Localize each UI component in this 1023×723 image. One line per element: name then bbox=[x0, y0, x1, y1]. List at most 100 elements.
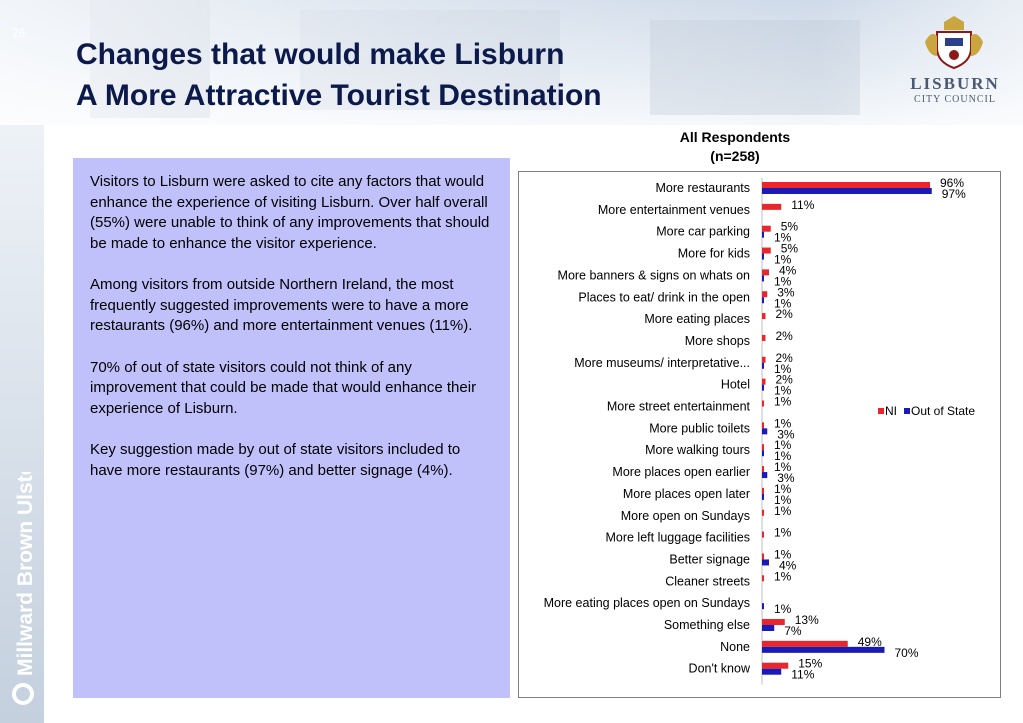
bar-out-of-state bbox=[762, 603, 764, 610]
bar-out-of-state bbox=[762, 472, 768, 479]
data-label-ni: 1% bbox=[774, 395, 792, 409]
data-label-out-of-state: 1% bbox=[774, 362, 792, 376]
chart-legend: NI Out of State bbox=[878, 404, 975, 418]
bar-ni bbox=[762, 444, 764, 451]
legend-swatch-ni bbox=[878, 408, 884, 414]
data-label-ni: 49% bbox=[858, 635, 882, 649]
bar-ni bbox=[762, 531, 764, 538]
bar-out-of-state bbox=[762, 275, 764, 282]
category-label: More places open earlier bbox=[612, 465, 750, 479]
slide-title-line-1: Changes that would make Lisburn bbox=[76, 38, 565, 71]
bar-out-of-state bbox=[762, 493, 764, 500]
brand-mark-icon bbox=[12, 683, 34, 705]
bar-ni bbox=[762, 487, 764, 494]
bar-out-of-state bbox=[762, 625, 775, 631]
category-label: More entertainment venues bbox=[598, 203, 750, 217]
bar-ni bbox=[762, 182, 930, 188]
slide-title-line-2: A More Attractive Tourist Destination bbox=[76, 79, 602, 112]
bar-out-of-state bbox=[762, 450, 764, 457]
category-label: More eating places bbox=[644, 312, 750, 326]
bar-out-of-state bbox=[762, 362, 764, 369]
data-label-ni: 1% bbox=[774, 569, 792, 583]
category-label: More street entertainment bbox=[607, 400, 751, 414]
bar-ni bbox=[762, 422, 764, 429]
chart-header: All Respondents (n=258) bbox=[640, 128, 830, 166]
category-label: Don't know bbox=[689, 662, 751, 676]
data-label-ni: 96% bbox=[940, 176, 964, 190]
bar-ni bbox=[762, 334, 766, 341]
data-label-ni: 4% bbox=[779, 263, 797, 277]
category-label: Better signage bbox=[669, 552, 750, 566]
data-label-out-of-state: 1% bbox=[774, 384, 792, 398]
chart-subtitle: (n=258) bbox=[710, 148, 760, 164]
category-label: More museums/ interpretative... bbox=[574, 356, 750, 370]
bar-out-of-state bbox=[762, 559, 769, 566]
bar-out-of-state bbox=[762, 231, 764, 238]
crest-icon bbox=[925, 16, 983, 70]
data-label-ni: 2% bbox=[776, 329, 794, 343]
legend-label-ni: NI bbox=[885, 404, 897, 418]
category-label: More restaurants bbox=[656, 181, 750, 195]
council-logo: LISBURN CITY COUNCIL bbox=[905, 12, 1005, 112]
data-label-out-of-state: 70% bbox=[895, 646, 919, 660]
data-label-ni: 2% bbox=[776, 373, 794, 387]
paragraph-1: Visitors to Lisburn were asked to cite a… bbox=[90, 173, 490, 252]
bar-ni bbox=[762, 553, 764, 560]
data-label-ni: 5% bbox=[781, 220, 799, 234]
page-number: 26 bbox=[12, 26, 26, 40]
bar-ni bbox=[762, 269, 769, 276]
data-label-out-of-state: 1% bbox=[774, 231, 792, 245]
bar-ni bbox=[762, 400, 764, 407]
chart-title: All Respondents bbox=[679, 129, 791, 145]
category-label: More places open later bbox=[623, 487, 750, 501]
data-label-ni: 3% bbox=[777, 285, 795, 299]
data-label-out-of-state: 1% bbox=[774, 274, 792, 288]
logo-subtitle: CITY COUNCIL bbox=[914, 94, 996, 105]
brand-logo: Millward Brown Ulster bbox=[12, 472, 37, 705]
category-label: More car parking bbox=[656, 225, 750, 239]
category-label: More for kids bbox=[678, 247, 750, 261]
legend-swatch-out-of-state bbox=[904, 408, 910, 414]
category-label: More left luggage facilities bbox=[605, 531, 750, 545]
banner-fade bbox=[0, 0, 1023, 125]
bar-ni bbox=[762, 356, 766, 363]
bar-out-of-state bbox=[762, 646, 885, 653]
bar-ni bbox=[762, 203, 782, 210]
text-content: Visitors to Lisburn were asked to cite a… bbox=[90, 172, 490, 502]
data-label-ni: 1% bbox=[774, 526, 792, 540]
bar-ni bbox=[762, 640, 848, 647]
category-label: Cleaner streets bbox=[665, 574, 750, 588]
data-label-ni: 2% bbox=[776, 351, 794, 365]
data-label-ni: 11% bbox=[791, 198, 814, 212]
bar-ni bbox=[762, 662, 789, 669]
data-label-ni: 1% bbox=[774, 482, 792, 496]
category-label: None bbox=[720, 640, 750, 654]
category-label: Something else bbox=[664, 618, 750, 632]
bar-out-of-state bbox=[762, 668, 782, 675]
bar-ni bbox=[762, 466, 764, 473]
data-label-out-of-state: 11% bbox=[791, 668, 814, 682]
category-label: More banners & signs on whats on bbox=[558, 268, 751, 282]
data-label-ni: 1% bbox=[774, 547, 792, 561]
bar-ni bbox=[762, 247, 771, 254]
bar-ni bbox=[762, 313, 766, 320]
data-label-out-of-state: 1% bbox=[774, 253, 792, 267]
paragraph-4: Key suggestion made by out of state visi… bbox=[90, 441, 461, 479]
data-label-ni: 1% bbox=[774, 460, 792, 474]
category-label: More public toilets bbox=[649, 421, 750, 435]
brand-text: Millward Brown Ulster bbox=[14, 472, 37, 676]
data-label-ni: 5% bbox=[781, 242, 799, 256]
data-label-out-of-state: 1% bbox=[774, 449, 792, 463]
bar-out-of-state bbox=[762, 428, 768, 435]
side-strip bbox=[0, 125, 44, 723]
data-label-out-of-state: 3% bbox=[777, 427, 795, 441]
bar-ni bbox=[762, 225, 771, 232]
bar-out-of-state bbox=[762, 188, 932, 194]
data-label-out-of-state: 4% bbox=[779, 558, 797, 572]
text-panel: Visitors to Lisburn were asked to cite a… bbox=[73, 158, 510, 698]
data-label-ni: 1% bbox=[774, 504, 792, 518]
category-label: More shops bbox=[685, 334, 750, 348]
data-label-out-of-state: 7% bbox=[784, 624, 802, 638]
data-label-out-of-state: 1% bbox=[774, 493, 792, 507]
paragraph-2: Among visitors from outside Northern Ire… bbox=[90, 276, 473, 334]
